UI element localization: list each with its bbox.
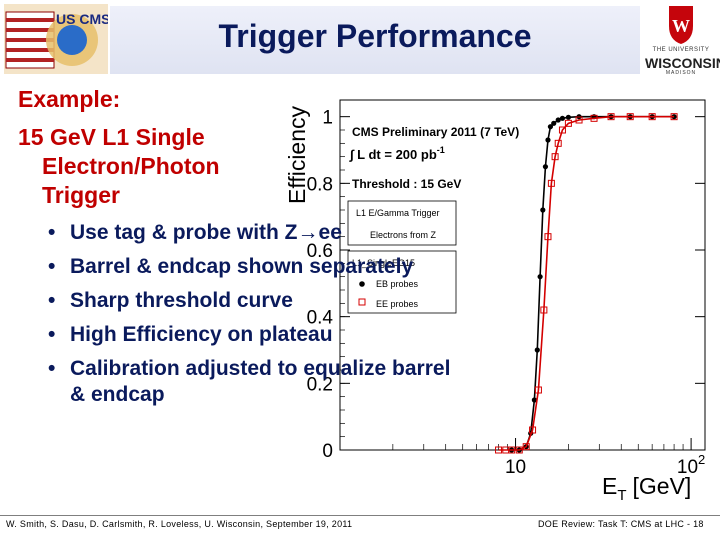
title-banner: [110, 6, 640, 74]
eb-point: [540, 207, 546, 213]
threshold-label: Threshold : 15 GeV: [352, 177, 461, 191]
bullet-item: Barrel & endcap shown separately: [40, 254, 470, 280]
x-tick-label: 10: [505, 457, 526, 478]
ee-point: [670, 113, 678, 121]
uw-crest-icon: W: [669, 6, 693, 44]
y-tick-label: 0.8: [307, 174, 333, 195]
eb-point: [542, 164, 549, 170]
example-description: 15 GeV L1 Single Electron/Photon Trigger: [18, 123, 278, 210]
ee-point: [529, 426, 537, 434]
ee-point: [547, 179, 555, 187]
uscms-logo-text: US CMS: [56, 11, 108, 27]
x-tick-label: 102: [677, 452, 705, 478]
eb-point: [537, 274, 543, 280]
eb-point: [555, 117, 561, 123]
x-axis-label-main: E: [602, 473, 617, 499]
footer-credits: W. Smith, S. Dasu, D. Carlsmith, R. Love…: [6, 519, 353, 529]
x-axis-label-sub: T: [617, 487, 626, 504]
ee-point: [590, 114, 598, 122]
eb-point: [547, 124, 554, 130]
y-tick-label: 1: [322, 108, 333, 129]
y-axis-label: Efficiency: [284, 105, 310, 204]
ee-point: [551, 153, 559, 161]
example-line-2: 15 GeV L1 Single: [18, 124, 205, 150]
luminosity-text: ∫ L dt = 200 pb: [349, 147, 437, 162]
eb-point: [565, 114, 571, 120]
example-line-3: Electron/Photon: [42, 153, 220, 179]
y-tick-label: 0: [322, 441, 333, 462]
uscms-logo: US CMS: [4, 4, 108, 74]
eb-point: [551, 120, 557, 126]
footer-page-info: DOE Review: Task T: CMS at LHC - 18: [538, 519, 704, 529]
series-layer: [495, 113, 678, 454]
ee-point: [564, 119, 572, 127]
ee-point: [522, 443, 530, 451]
luminosity-label: ∫ L dt = 200 pb-1: [349, 145, 445, 162]
annotation-block: CMS Preliminary 2011 (7 TeV) ∫ L dt = 20…: [349, 125, 519, 191]
uw-madison-logo: W THE UNIVERSITY WISCONSIN MADISON: [645, 4, 720, 76]
example-heading: Example:: [18, 86, 121, 112]
uw-line-3: MADISON: [665, 70, 697, 76]
legend-eb-label: EB probes: [376, 279, 419, 289]
legend-trigger-title: L1 E/Gamma Trigger: [356, 208, 440, 218]
ee-point: [607, 113, 615, 121]
slide-title: Trigger Performance: [218, 18, 532, 54]
luminosity-exponent: -1: [437, 145, 445, 155]
uw-line-1: THE UNIVERSITY: [652, 47, 710, 53]
legend-eb-marker: [359, 281, 365, 287]
eb-point: [534, 347, 540, 353]
cms-preliminary-label: CMS Preliminary 2011 (7 TeV): [352, 125, 519, 139]
x-axis-label: ET [GeV]: [602, 473, 691, 504]
ee-point: [515, 446, 523, 454]
ee-point: [508, 446, 516, 454]
bullet-item: Sharp threshold curve: [40, 288, 470, 314]
bullet-item: High Efficiency on plateau: [40, 322, 470, 348]
ee-point: [648, 113, 656, 121]
ee-point: [495, 446, 503, 454]
bullet-item: Use tag & probe with Z→ee: [40, 220, 470, 246]
footer-divider: [0, 515, 720, 516]
example-line-4: Trigger: [42, 182, 120, 208]
svg-text:W: W: [672, 16, 690, 36]
ee-point: [534, 386, 542, 394]
x-tick-labels: 10 102: [505, 452, 705, 478]
eb-point: [531, 397, 537, 403]
eb-point: [559, 115, 566, 121]
ee-point: [540, 306, 548, 314]
bullet-item: Calibration adjusted to equalize barrel …: [40, 356, 470, 408]
ee-point: [626, 113, 634, 121]
ee-point: [575, 116, 583, 124]
eb-point: [545, 137, 551, 143]
bullet-list: Use tag & probe with Z→ee Barrel & endca…: [40, 220, 470, 416]
ee-point: [554, 139, 562, 147]
series-line-1: [498, 115, 675, 451]
x-axis-label-unit: [GeV]: [633, 473, 692, 499]
ee-point: [558, 126, 566, 134]
uw-line-2: WISCONSIN: [645, 55, 720, 71]
ee-point: [544, 233, 552, 241]
